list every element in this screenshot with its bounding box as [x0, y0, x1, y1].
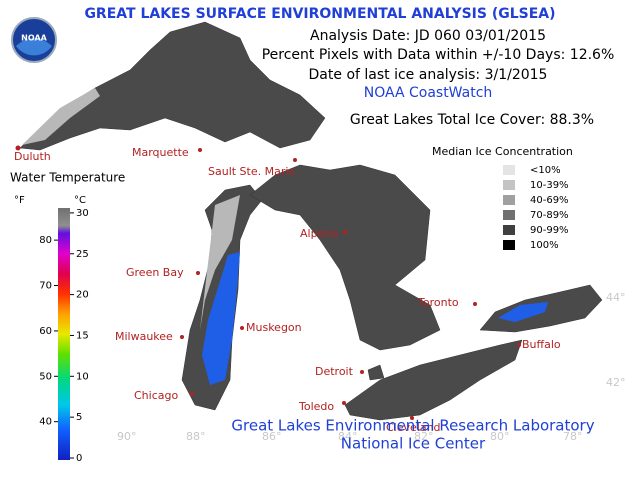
c-tick-label: 15: [76, 330, 89, 341]
cities: Duluth Marquette Sault Ste. Marie Alpena…: [14, 145, 561, 434]
logo-text: NOAA: [21, 34, 47, 43]
unit-label: °F: [14, 195, 25, 206]
lake-st-clair: [367, 364, 385, 381]
city-label: Buffalo: [522, 338, 561, 351]
legend-title: Median Ice Concentration: [432, 145, 573, 158]
longitude-label: 80°: [490, 430, 510, 443]
city-label: Marquette: [132, 146, 189, 159]
open-water: [498, 302, 548, 322]
longitude-label: 84°: [338, 430, 358, 443]
longitude-label: 90°: [117, 430, 137, 443]
analysis-date: Analysis Date: JD 060 03/01/2015: [310, 28, 546, 44]
open-water: [202, 252, 240, 385]
city-label: Muskegon: [246, 321, 302, 334]
f-tick-label: 80: [39, 235, 52, 246]
legend-swatch: [503, 240, 515, 250]
legend-swatch: [503, 180, 515, 190]
city-label: Alpena: [300, 227, 338, 240]
footer-line: Great Lakes Environmental Research Labor…: [231, 417, 594, 435]
f-tick-label: 60: [39, 326, 52, 337]
city-label: Sault Ste. Marie: [208, 165, 295, 178]
f-tick-label: 70: [39, 281, 52, 292]
legend-swatch: [503, 210, 515, 220]
ice-legend: Median Ice Concentration <10% 10-39% 40-69…: [432, 145, 573, 251]
f-tick-label: 50: [39, 371, 52, 382]
color-bar: [58, 208, 70, 460]
temperature-legend: Water Temperature °F °C 0 5 10 15 20 25 30 40 50…: [10, 171, 125, 465]
lake-huron: [249, 164, 441, 351]
city-label: Chicago: [134, 389, 178, 402]
city-label: Toronto: [417, 296, 459, 309]
lake-erie: [344, 339, 523, 421]
c-tick-label: 0: [76, 453, 82, 464]
source: NOAA CoastWatch: [364, 85, 493, 101]
legend-swatch: [503, 195, 515, 205]
longitude-label: 82°: [414, 430, 434, 443]
footer-line: National Ice Center: [341, 435, 486, 453]
c-tick-label: 10: [76, 371, 89, 382]
graticule: 90° 88° 86° 84° 82° 80° 78° 44° 42°: [117, 291, 626, 443]
percent-pixels: Percent Pixels with Data within +/-10 Da…: [262, 47, 615, 63]
legend-label: 40-69%: [530, 195, 569, 206]
unit-label: °C: [74, 195, 86, 206]
title: GREAT LAKES SURFACE ENVIRONMENTAL ANALYS…: [84, 6, 555, 22]
c-tick-label: 20: [76, 290, 89, 301]
c-tick-label: 5: [76, 412, 82, 423]
legend-label: 70-89%: [530, 210, 569, 221]
latitude-label: 42°: [606, 376, 626, 389]
legend-label: 90-99%: [530, 225, 569, 236]
longitude-label: 78°: [563, 430, 583, 443]
legend-title: Water Temperature: [10, 171, 125, 185]
legend-label: <10%: [530, 165, 561, 176]
ice-area: [22, 88, 100, 145]
lake-superior: [19, 21, 326, 151]
legend-label: 10-39%: [530, 180, 569, 191]
legend-label: 100%: [530, 240, 559, 251]
c-tick-label: 30: [76, 208, 89, 219]
lakes: [19, 21, 603, 421]
city-label: Toledo: [298, 400, 334, 413]
legend-swatch: [503, 225, 515, 235]
total-ice: Great Lakes Total Ice Cover: 88.3%: [350, 112, 594, 128]
city-label: Detroit: [315, 365, 354, 378]
ice-date: Date of last ice analysis: 3/1/2015: [309, 67, 548, 83]
f-tick-label: 40: [39, 417, 52, 428]
city-label: Duluth: [14, 150, 51, 163]
c-tick-label: 25: [76, 249, 89, 260]
city-label: Cleveland: [386, 421, 441, 434]
longitude-label: 86°: [262, 430, 282, 443]
longitude-label: 88°: [186, 430, 206, 443]
city-label: Green Bay: [126, 266, 184, 279]
latitude-label: 44°: [606, 291, 626, 304]
legend-swatch: [503, 165, 515, 175]
city-label: Milwaukee: [115, 330, 173, 343]
ice-area: [200, 195, 240, 330]
noaa-logo: NOAA: [11, 17, 57, 63]
